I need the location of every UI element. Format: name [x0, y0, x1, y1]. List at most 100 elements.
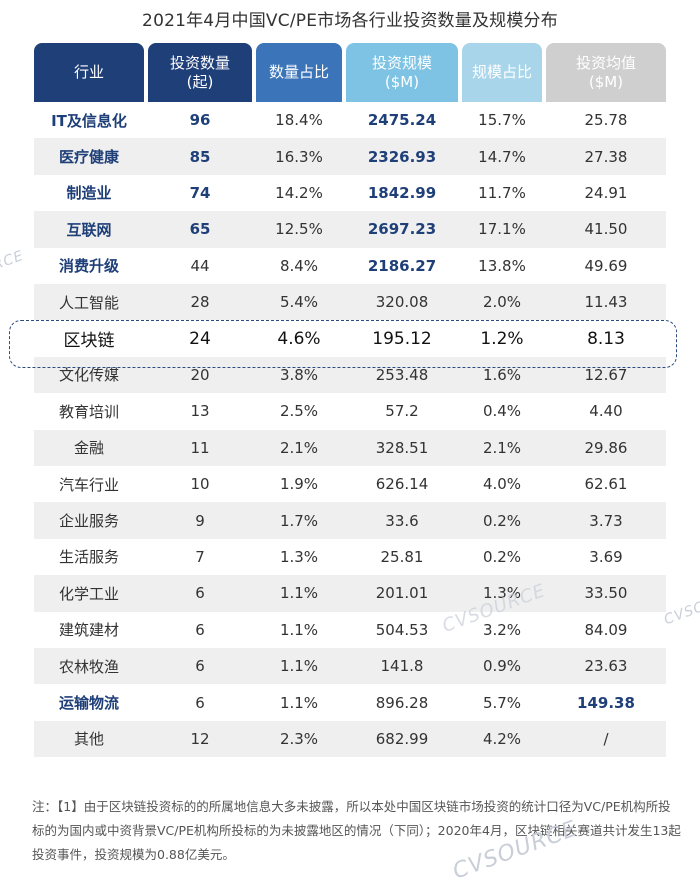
cell-avg: 62.61: [584, 475, 628, 494]
cell-count: 13: [190, 402, 210, 421]
cell-count: 65: [189, 220, 211, 239]
cell-avg: 11.43: [584, 293, 628, 312]
table-row: 互联网 65 12.5% 2697.23 17.1% 41.50: [34, 211, 666, 248]
cell-count: 11: [190, 438, 210, 457]
cell-count: 20: [190, 365, 210, 384]
cell-count_share: 2.1%: [279, 438, 319, 457]
cell-industry: 互联网: [66, 220, 112, 239]
cell-count_share: 1.1%: [279, 620, 319, 639]
table-row: 文化传媒 20 3.8% 253.48 1.6% 12.67: [34, 356, 666, 394]
cell-count: 96: [189, 111, 211, 130]
cell-avg: 24.91: [584, 183, 628, 202]
cell-amount: 141.8: [380, 657, 424, 676]
cell-avg: 4.40: [589, 402, 623, 421]
footnote: 注：【1】由于区块链投资标的的所属地信息大多未披露，所以本处中国区块链市场投资的…: [32, 799, 681, 862]
cell-amount: 57.2: [385, 402, 419, 421]
cell-industry: 制造业: [66, 184, 112, 203]
cell-industry: 企业服务: [58, 512, 119, 531]
header-label: 投资规模: [371, 53, 432, 72]
cell-count_share: 1.9%: [279, 475, 319, 494]
cell-industry: 生活服务: [58, 548, 119, 567]
cell-avg: 3.69: [589, 547, 623, 566]
header-label: 规模占比: [471, 63, 532, 81]
header-cell-amount: 投资规模 ($M): [346, 43, 458, 102]
cell-avg: 33.50: [584, 584, 628, 603]
table-row: 其他 12 2.3% 682.99 4.2% /: [34, 720, 666, 758]
cell-amount_share: 13.8%: [478, 256, 526, 275]
table-row: 金融 11 2.1% 328.51 2.1% 29.86: [34, 429, 666, 466]
cell-amount_share: 0.9%: [482, 657, 522, 676]
cell-amount: 320.08: [375, 293, 429, 312]
cell-amount: 2186.27: [367, 256, 437, 275]
cell-amount_share: 5.7%: [482, 693, 522, 712]
header-cell-count_share: 数量占比: [256, 43, 342, 102]
table-row: 化学工业 6 1.1% 201.01 1.3% 33.50: [34, 575, 666, 612]
cell-avg: 84.09: [584, 620, 628, 639]
cell-amount_share: 2.1%: [482, 438, 522, 457]
cell-count: 6: [195, 584, 205, 603]
cell-count: 6: [195, 657, 205, 676]
cell-avg: 29.86: [584, 438, 628, 457]
cell-count_share: 3.8%: [279, 365, 319, 384]
cell-industry: 区块链: [63, 331, 115, 352]
chart-title: 2021年4月中国VC/PE市场各行业投资数量及规模分布: [142, 11, 558, 31]
watermark-left: CVSOURCE: [0, 247, 27, 293]
cell-avg: 49.69: [584, 256, 628, 275]
cell-amount_share: 14.7%: [478, 147, 526, 166]
cell-amount: 504.53: [375, 620, 429, 639]
cell-amount_share: 11.7%: [478, 183, 526, 202]
cell-avg: 12.67: [584, 365, 628, 384]
cell-amount_share: 4.0%: [482, 475, 522, 494]
cell-industry: 文化传媒: [58, 366, 119, 385]
cell-count: 10: [190, 475, 210, 494]
cell-amount_share: 1.3%: [482, 584, 522, 603]
cell-amount_share: 15.7%: [478, 111, 526, 130]
cell-industry: 建筑建材: [58, 621, 119, 640]
cell-amount: 896.28: [375, 693, 429, 712]
header-label: 数量占比: [268, 63, 329, 81]
cell-count_share: 1.3%: [279, 547, 319, 566]
cell-industry: IT及信息化: [51, 111, 127, 130]
cell-industry: 化学工业: [58, 584, 119, 603]
table-row: 汽车行业 10 1.9% 626.14 4.0% 62.61: [34, 466, 666, 502]
cell-amount: 195.12: [372, 328, 432, 349]
cell-industry: 教育培训: [58, 402, 119, 421]
cell-industry: 人工智能: [58, 293, 119, 312]
cell-count: 12: [190, 729, 210, 748]
cell-avg: 25.78: [584, 111, 628, 130]
header-cell-avg: 投资均值 ($M): [546, 43, 666, 102]
cell-avg: 149.38: [577, 693, 635, 712]
cell-amount_share: 17.1%: [478, 220, 526, 239]
cell-count: 9: [195, 511, 205, 530]
cell-count_share: 1.1%: [279, 657, 319, 676]
cell-industry: 汽车行业: [58, 475, 119, 494]
table-row: 教育培训 13 2.5% 57.2 0.4% 4.40: [34, 393, 666, 429]
cell-avg: 8.13: [587, 328, 625, 349]
table-row: 运输物流 6 1.1% 896.28 5.7% 149.38: [34, 684, 666, 720]
cell-count_share: 8.4%: [279, 256, 319, 275]
cell-count_share: 14.2%: [275, 183, 323, 202]
cell-count: 85: [189, 147, 211, 166]
table-header: 行业 投资数量 (起) 数量占比 投资规模 ($M) 规模占比 投资均值 ($M): [34, 43, 666, 102]
table-row: 企业服务 9 1.7% 33.6 0.2% 3.73: [34, 502, 666, 539]
cell-count: 24: [189, 328, 211, 349]
table-row: 区块链 24 4.6% 195.12 1.2% 8.13: [34, 320, 666, 356]
cell-industry: 消费升级: [58, 257, 119, 276]
table-row: 制造业 74 14.2% 1842.99 11.7% 24.91: [34, 175, 666, 211]
cell-count: 74: [189, 183, 211, 202]
cell-count: 44: [190, 256, 210, 275]
table-row: 人工智能 28 5.4% 320.08 2.0% 11.43: [34, 284, 666, 321]
cell-count_share: 16.3%: [275, 147, 323, 166]
cell-avg: /: [603, 729, 609, 748]
cell-count_share: 2.5%: [279, 402, 319, 421]
table-row: IT及信息化 96 18.4% 2475.24 15.7% 25.78: [34, 102, 666, 138]
cell-amount: 2697.23: [367, 220, 437, 239]
header-cell-amount_share: 规模占比: [462, 43, 542, 102]
table-row: 消费升级 44 8.4% 2186.27 13.8% 49.69: [34, 248, 666, 284]
table-row: 医疗健康 85 16.3% 2326.93 14.7% 27.38: [34, 138, 666, 175]
table-row: 建筑建材 6 1.1% 504.53 3.2% 84.09: [34, 612, 666, 648]
header-label: 行业: [73, 63, 104, 81]
cell-count: 28: [190, 293, 210, 312]
header-label: 投资数量: [169, 53, 230, 72]
table-row: 农林牧渔 6 1.1% 141.8 0.9% 23.63: [34, 648, 666, 685]
